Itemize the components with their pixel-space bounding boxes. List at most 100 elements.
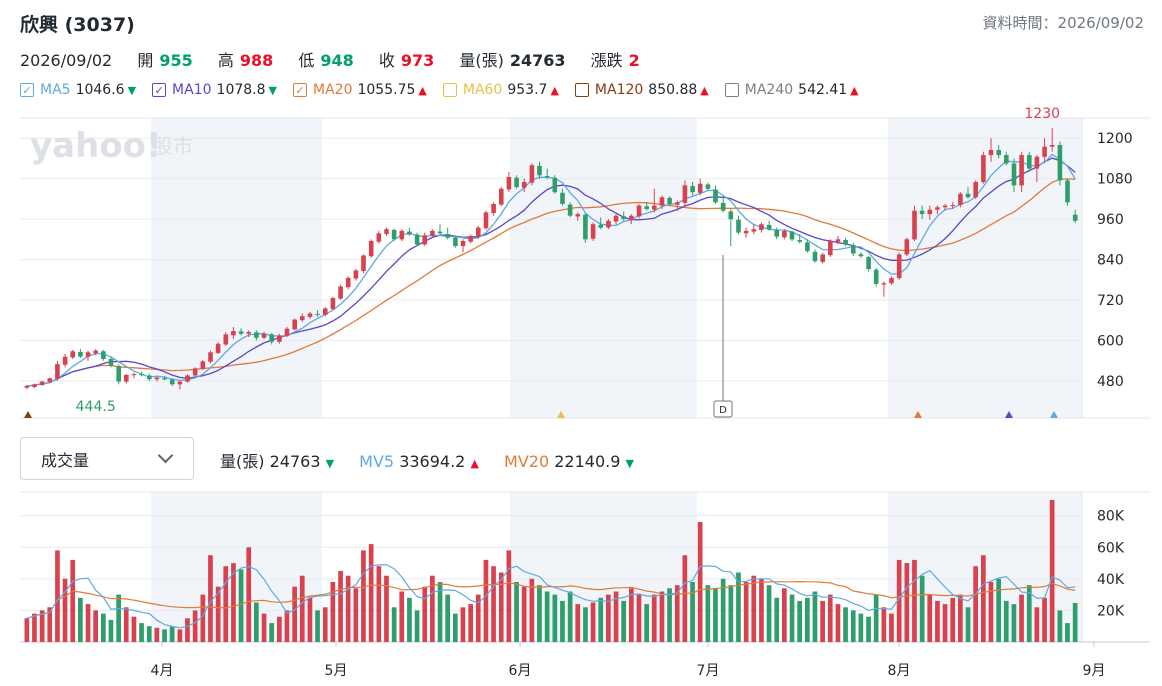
candle-body	[430, 230, 435, 236]
volume-bar	[361, 550, 366, 642]
stock-title: 欣興 (3037)	[20, 14, 135, 36]
ma-value: 542.41	[798, 82, 848, 98]
volume-bar	[468, 604, 473, 642]
quote-change: 漲跌 2	[590, 51, 640, 70]
ma-toggle-ma5[interactable]: ✓ MA5 1046.6 ▼	[20, 82, 136, 98]
indicator-dropdown[interactable]: 成交量	[20, 437, 194, 480]
high-price-label: 1230	[1024, 106, 1060, 122]
candle-body	[116, 366, 121, 382]
candle-body	[820, 254, 825, 262]
candle-body	[613, 215, 619, 222]
volume-bar	[629, 588, 634, 642]
month-label: 9月	[1083, 663, 1106, 679]
candle-body	[315, 313, 320, 315]
candle-body	[789, 231, 795, 240]
candle-body	[583, 214, 588, 240]
volume-bar	[376, 566, 382, 642]
volume-bar	[1057, 610, 1063, 642]
volume-bar	[445, 594, 450, 642]
ma-toggle-ma120[interactable]: MA120 850.88 ▲	[574, 82, 709, 98]
mv20-value: MV20 22140.9 ▼	[504, 452, 634, 471]
volume-bar	[850, 610, 856, 642]
price-tick-label: 1080	[1097, 172, 1133, 188]
volume-bar	[506, 550, 512, 642]
quote-open: 開 955	[137, 51, 193, 70]
volume-bar	[866, 616, 871, 642]
ma-toggle-ma240[interactable]: MA240 542.41 ▲	[724, 82, 859, 98]
candle-body	[101, 351, 106, 360]
candle-body	[154, 377, 160, 380]
candle-body	[1042, 146, 1047, 157]
volume-bar	[200, 594, 206, 642]
ma-value: 953.7	[507, 82, 548, 98]
volume-bar	[606, 594, 611, 642]
volume-bar	[674, 585, 680, 642]
event-marker-label: D	[719, 405, 727, 416]
candle-body	[851, 245, 856, 254]
candle-body	[368, 241, 374, 257]
ma-toggle-ma20[interactable]: ✓ MA20 1055.75 ▲	[293, 82, 427, 98]
volume-bar	[873, 594, 879, 642]
candle-body	[55, 364, 60, 379]
checkbox-icon[interactable]	[442, 83, 457, 97]
volume-bar	[797, 600, 802, 642]
volume-bar	[422, 586, 428, 642]
candle-body	[981, 155, 986, 183]
candle-body	[697, 183, 703, 193]
candle-body	[544, 176, 550, 177]
candle-body	[47, 378, 53, 382]
ma-toggle-ma10[interactable]: ✓ MA10 1078.8 ▼	[152, 82, 277, 98]
ma-label: MA10	[172, 82, 212, 98]
checkbox-icon[interactable]	[574, 83, 589, 97]
candle-body	[1049, 145, 1055, 147]
ma-toggle-ma60[interactable]: MA60 953.7 ▲	[442, 82, 559, 98]
candle-body	[996, 150, 1001, 156]
candle-body	[1019, 155, 1024, 186]
candle-body	[300, 316, 305, 321]
volume-bar	[491, 566, 496, 642]
cross-marker-icon	[914, 411, 922, 418]
candle-body	[353, 270, 359, 279]
ma-value: 850.88	[648, 82, 698, 98]
volume-bar	[430, 575, 435, 642]
volume-bar	[919, 575, 925, 642]
candle-body	[231, 331, 236, 336]
volume-bar	[460, 607, 466, 642]
volume-bar	[391, 607, 397, 642]
candle-body	[384, 229, 389, 234]
candle-body	[185, 375, 190, 382]
candle-body	[1011, 163, 1017, 186]
candle-body	[345, 277, 351, 288]
candle-body	[835, 239, 841, 242]
candle-body	[797, 240, 802, 242]
candle-body	[720, 202, 726, 211]
ma-label: MA120	[594, 82, 644, 98]
volume-bar	[47, 607, 53, 642]
volume-bar	[965, 607, 971, 642]
checkbox-checked-icon[interactable]: ✓	[152, 83, 167, 97]
candle-body	[391, 229, 397, 240]
volume-bar	[498, 572, 504, 642]
checkbox-checked-icon[interactable]: ✓	[293, 83, 307, 97]
candle-body	[567, 204, 573, 216]
volume-bar	[636, 594, 642, 642]
volume-bar	[858, 613, 864, 642]
candle-body	[70, 351, 75, 358]
volume-bar	[93, 610, 98, 642]
checkbox-checked-icon[interactable]: ✓	[20, 83, 34, 97]
volume-bar	[254, 602, 259, 642]
candle-body	[476, 227, 481, 237]
candle-body	[988, 150, 994, 156]
checkbox-icon[interactable]	[724, 83, 739, 97]
candle-body	[889, 278, 894, 284]
volume-bar	[70, 559, 76, 642]
candle-body	[560, 192, 565, 204]
volume-bar	[958, 594, 963, 642]
volume-bar	[912, 559, 917, 642]
volume-bar	[720, 578, 726, 642]
volume-bar	[345, 575, 351, 642]
candle-body	[881, 283, 887, 285]
volume-bar	[246, 547, 252, 642]
candle-body	[62, 356, 68, 365]
